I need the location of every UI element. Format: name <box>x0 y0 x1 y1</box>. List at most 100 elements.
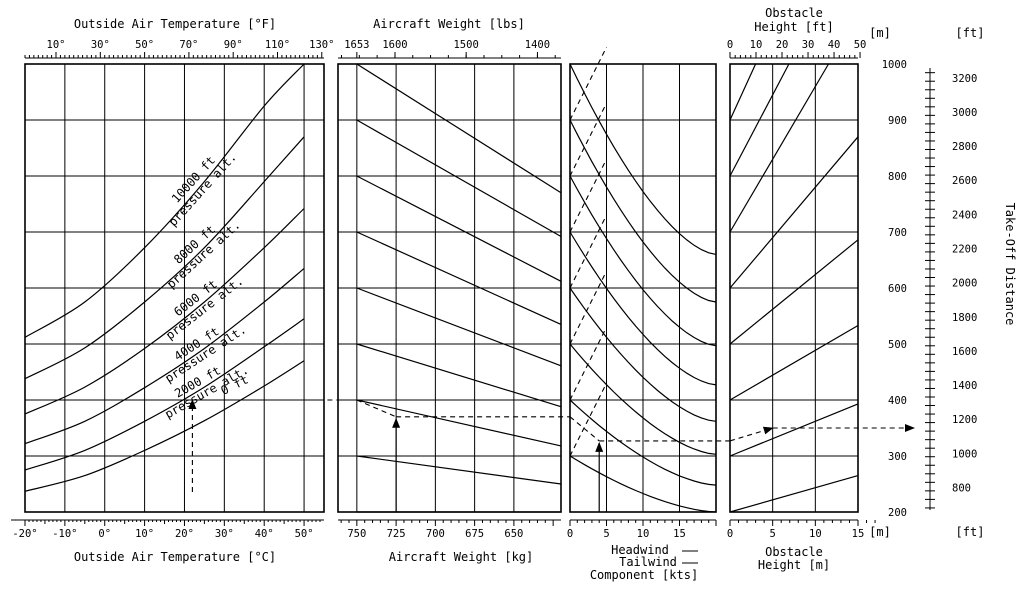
tailwind-guide-line <box>569 326 607 401</box>
axis-tick-ft: 2400 <box>952 209 977 221</box>
weight-lbs-tick-label: 1653 <box>344 39 369 51</box>
obstacle-ft-tick-label: 10 <box>750 39 763 51</box>
temperature-f-tick-label: 10° <box>47 39 66 51</box>
weight-guide-line <box>356 399 562 447</box>
obstacle-guide-line <box>729 475 859 513</box>
weight-guide-line <box>356 175 562 282</box>
weight-kg-tick-label: 725 <box>387 528 406 540</box>
temperature-f-tick-label: 130° <box>309 39 334 51</box>
temperature-f-tick-label: 110° <box>265 39 290 51</box>
axis-tick-m: 800 <box>888 171 907 183</box>
axis-tick-m: 400 <box>888 395 907 407</box>
axis-tick-m: 300 <box>888 451 907 463</box>
axis-unit-ft: [ft] <box>956 26 985 40</box>
example-weight-slope <box>356 399 397 418</box>
temperature-c-tick-label: -10° <box>52 528 77 540</box>
example-wind-slope <box>569 416 600 442</box>
tailwind-guide-line <box>569 382 607 457</box>
obstacle-guide-line <box>729 136 859 289</box>
temperature-f-tick-label: 70° <box>179 39 198 51</box>
obstacle-ft-tick-label: 0 <box>727 39 733 51</box>
obstacle-ft-title: Obstacle <box>765 6 823 20</box>
headwind-label: Headwind <box>611 543 669 557</box>
axis-tick-ft: 1800 <box>952 312 977 324</box>
weight-kg-tick-label: 700 <box>426 528 445 540</box>
temperature-c-tick-label: 10° <box>135 528 154 540</box>
obstacle-m-tick-label: 5 <box>770 528 776 540</box>
axis-tick-ft: 3200 <box>952 73 977 85</box>
headwind-guide-line <box>569 287 717 422</box>
temperature-c-tick-label: 50° <box>295 528 314 540</box>
weight-guide-line <box>356 343 562 408</box>
axis-tick-m: 200 <box>888 507 907 519</box>
headwind-guide-line <box>569 455 717 513</box>
obstacle-guide-line <box>729 403 859 457</box>
example-obstacle-slope <box>729 426 774 442</box>
obstacle-guide-line <box>729 63 830 233</box>
weight-lbs-tick-label: 1400 <box>525 39 550 51</box>
headwind-guide-line <box>569 63 717 255</box>
tailwind-guide-line <box>569 270 607 345</box>
axis-tick-m: 1000 <box>882 59 907 71</box>
axis-tick-ft: 2200 <box>952 243 977 255</box>
axis-tick-ft: 2600 <box>952 175 977 187</box>
weight-guide-line <box>356 287 562 367</box>
headwind-guide-line <box>569 231 717 386</box>
pressure-altitude-curve <box>24 136 305 380</box>
obstacle-ft-tick-label: 20 <box>776 39 789 51</box>
obstacle-guide-line <box>729 239 859 345</box>
chart-curves <box>24 46 859 513</box>
headwind-guide-line <box>569 343 717 455</box>
obstacle-ft-tick-label: 40 <box>828 39 841 51</box>
axis-tick-ft: 2800 <box>952 141 977 153</box>
temperature-c-tick-label: 40° <box>255 528 274 540</box>
weight-kg-title: Aircraft Weight [kg] <box>389 550 534 564</box>
wind-kts-tick-label: 15 <box>673 528 686 540</box>
axis-title: Take-Off Distance <box>1003 203 1017 326</box>
weight-lbs-tick-label: 1600 <box>382 39 407 51</box>
wind-kts-tick-label: 5 <box>603 528 609 540</box>
tailwind-label: Tailwind <box>619 555 677 569</box>
tailwind-guide-line <box>569 102 607 177</box>
headwind-guide-line <box>569 175 717 347</box>
obstacle-guide-line <box>729 63 757 121</box>
temperature-c-tick-label: 30° <box>215 528 234 540</box>
axis-tick-ft: 1600 <box>952 346 977 358</box>
axis-tick-ft: 2000 <box>952 278 977 290</box>
axis-tick-ft: 3000 <box>952 107 977 119</box>
temperature-f-title: Outside Air Temperature [°F] <box>74 17 276 31</box>
axis-tick-m: 600 <box>888 283 907 295</box>
wind-kts-tick-label: 10 <box>637 528 650 540</box>
temperature-f-tick-label: 50° <box>135 39 154 51</box>
axis-tick-m: 900 <box>888 115 907 127</box>
headwind-guide-line <box>569 399 717 486</box>
pressure-altitude-curve <box>24 318 305 471</box>
obstacle-m-tick-label: 0 <box>727 528 733 540</box>
tailwind-guide-line <box>569 158 607 233</box>
temperature-c-title: Outside Air Temperature [°C] <box>74 550 276 564</box>
pressure-altitude-curve <box>24 360 305 492</box>
tailwind-guide-line <box>569 46 607 121</box>
weight-kg-tick-label: 750 <box>347 528 366 540</box>
axis-tick-m: 500 <box>888 339 907 351</box>
weight-kg-tick-label: 650 <box>504 528 523 540</box>
temperature-c-tick-label: -20° <box>12 528 37 540</box>
axis-unit-ft: [ft] <box>956 525 985 539</box>
axis-tick-m: 700 <box>888 227 907 239</box>
obstacle-ft-tick-label: 30 <box>802 39 815 51</box>
axis-tick-ft: 1400 <box>952 380 977 392</box>
weight-guide-line <box>356 119 562 238</box>
wind-component-label: Component [kts] <box>590 568 698 582</box>
chart-grid <box>11 52 935 564</box>
axis-tick-ft: 1200 <box>952 414 977 426</box>
axis-unit-m: [m] <box>869 26 891 40</box>
pressure-altitude-curve <box>24 63 305 338</box>
weight-guide-line <box>356 455 562 485</box>
temperature-f-tick-label: 30° <box>91 39 110 51</box>
axis-tick-ft: 800 <box>952 482 971 494</box>
wind-kts-tick-label: 0 <box>567 528 573 540</box>
headwind-guide-line <box>569 119 717 303</box>
obstacle-m-title: Height [m] <box>758 558 830 572</box>
chart-labels: -20° -10° 0° 10° 20° 30° 40° 50° 750 725 700 675 650… <box>12 6 1017 582</box>
